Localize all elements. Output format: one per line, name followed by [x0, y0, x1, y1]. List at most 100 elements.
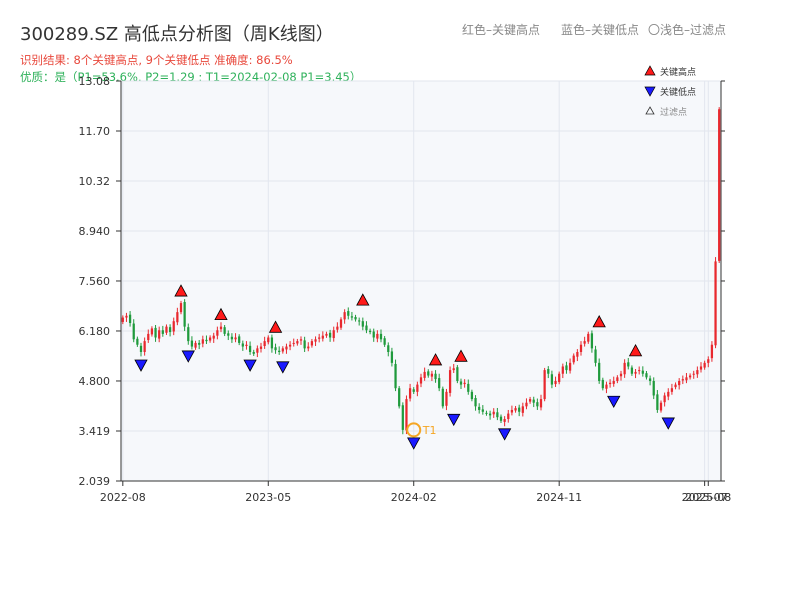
candle-body	[568, 362, 572, 371]
t1-marker	[406, 422, 422, 438]
candle-body	[416, 384, 419, 392]
candle-body	[408, 388, 412, 399]
candle-body	[321, 335, 324, 339]
candle-body	[521, 406, 524, 413]
candle-body	[467, 383, 470, 392]
candle-body	[183, 301, 186, 327]
candle-body	[358, 320, 361, 322]
key-low-marker	[407, 437, 421, 450]
candle-body	[303, 340, 306, 349]
key-high-marker	[356, 293, 370, 306]
candle-body	[187, 327, 190, 342]
candle-body	[459, 381, 463, 385]
candle-body	[299, 339, 303, 341]
candle-body	[572, 355, 575, 363]
key-low-marker	[134, 359, 148, 372]
candle-body	[507, 413, 510, 420]
y-tick-label: 8.940	[79, 225, 111, 238]
candle-body	[158, 330, 161, 339]
legend-filtered-label: 过滤点	[660, 106, 687, 118]
candle-body	[499, 416, 503, 421]
candle-body	[241, 343, 244, 347]
candle-body	[685, 377, 688, 381]
candle-body	[267, 337, 270, 343]
candle-body	[394, 363, 397, 389]
candle-body	[645, 373, 648, 378]
candle-body	[136, 338, 139, 345]
candle-body	[168, 327, 172, 333]
x-tick-label: 2025-08	[685, 491, 731, 504]
candle-body	[488, 413, 492, 416]
candle-body	[496, 412, 499, 418]
candle-body	[463, 382, 466, 385]
candle-body	[216, 330, 219, 336]
candle-body	[485, 412, 488, 414]
candle-body	[419, 377, 423, 384]
candle-body	[652, 380, 655, 396]
candle-body	[598, 362, 601, 381]
candle-body	[139, 345, 143, 352]
candle-body	[339, 319, 343, 328]
candle-body	[143, 341, 146, 352]
candle-body	[514, 408, 517, 411]
candle-body	[387, 345, 390, 352]
y-tick-label: 4.800	[79, 375, 111, 388]
candle-body	[128, 314, 132, 324]
legend-hollow-text: 〇浅色–过滤点	[648, 23, 727, 37]
candle-body	[565, 365, 568, 371]
candle-body	[703, 362, 706, 368]
key-high-marker	[268, 320, 283, 333]
candle-body	[561, 366, 564, 374]
candle-body	[121, 317, 124, 322]
result-summary: 识别结果: 8个关键高点, 9个关键低点 准确度: 86.5%	[20, 53, 293, 67]
candle-body	[641, 370, 644, 374]
key-low-marker	[447, 413, 461, 427]
legend-filtered-icon	[645, 106, 655, 115]
candle-body	[350, 316, 354, 318]
key-high-marker	[174, 284, 188, 297]
candle-body	[198, 342, 201, 345]
candle-body	[608, 382, 612, 385]
x-tick-label: 2024-02	[391, 491, 437, 504]
candle-body	[714, 261, 717, 346]
candle-body	[278, 350, 281, 352]
candle-body	[623, 362, 626, 375]
candle-body	[259, 346, 263, 349]
candle-body	[372, 331, 375, 338]
candle-body	[328, 332, 332, 338]
candle-body	[263, 341, 266, 347]
key-low-marker	[181, 350, 195, 363]
candle-body	[576, 351, 579, 357]
key-low-marker	[276, 361, 290, 374]
candle-body	[288, 344, 292, 347]
candle-body	[125, 315, 128, 318]
candle-body	[579, 344, 583, 352]
candle-body	[688, 375, 692, 378]
candle-body	[539, 399, 543, 408]
candle-body	[445, 391, 448, 406]
key-high-marker	[628, 344, 643, 357]
candle-body	[314, 339, 317, 342]
candle-body	[194, 342, 197, 348]
candle-body	[718, 109, 721, 261]
candle-body	[234, 337, 237, 340]
candle-body	[601, 379, 604, 389]
candle-body	[190, 340, 194, 347]
candle-body	[336, 326, 339, 330]
legend-blue-text: 蓝色–关键低点	[561, 23, 640, 37]
candle-body	[248, 345, 252, 352]
candle-body	[696, 370, 699, 375]
legend-low-icon	[644, 86, 656, 97]
candle-body	[710, 344, 714, 359]
x-tick-label: 2022-08	[100, 491, 146, 504]
candle-body	[307, 346, 310, 349]
candle-body	[452, 368, 455, 371]
candle-body	[648, 378, 652, 381]
candle-body	[547, 369, 550, 374]
key-low-marker	[497, 428, 512, 441]
candle-body	[401, 405, 404, 430]
candle-body	[659, 402, 663, 411]
candle-body	[634, 371, 637, 374]
candle-body	[208, 337, 212, 341]
candle-body	[627, 362, 630, 367]
